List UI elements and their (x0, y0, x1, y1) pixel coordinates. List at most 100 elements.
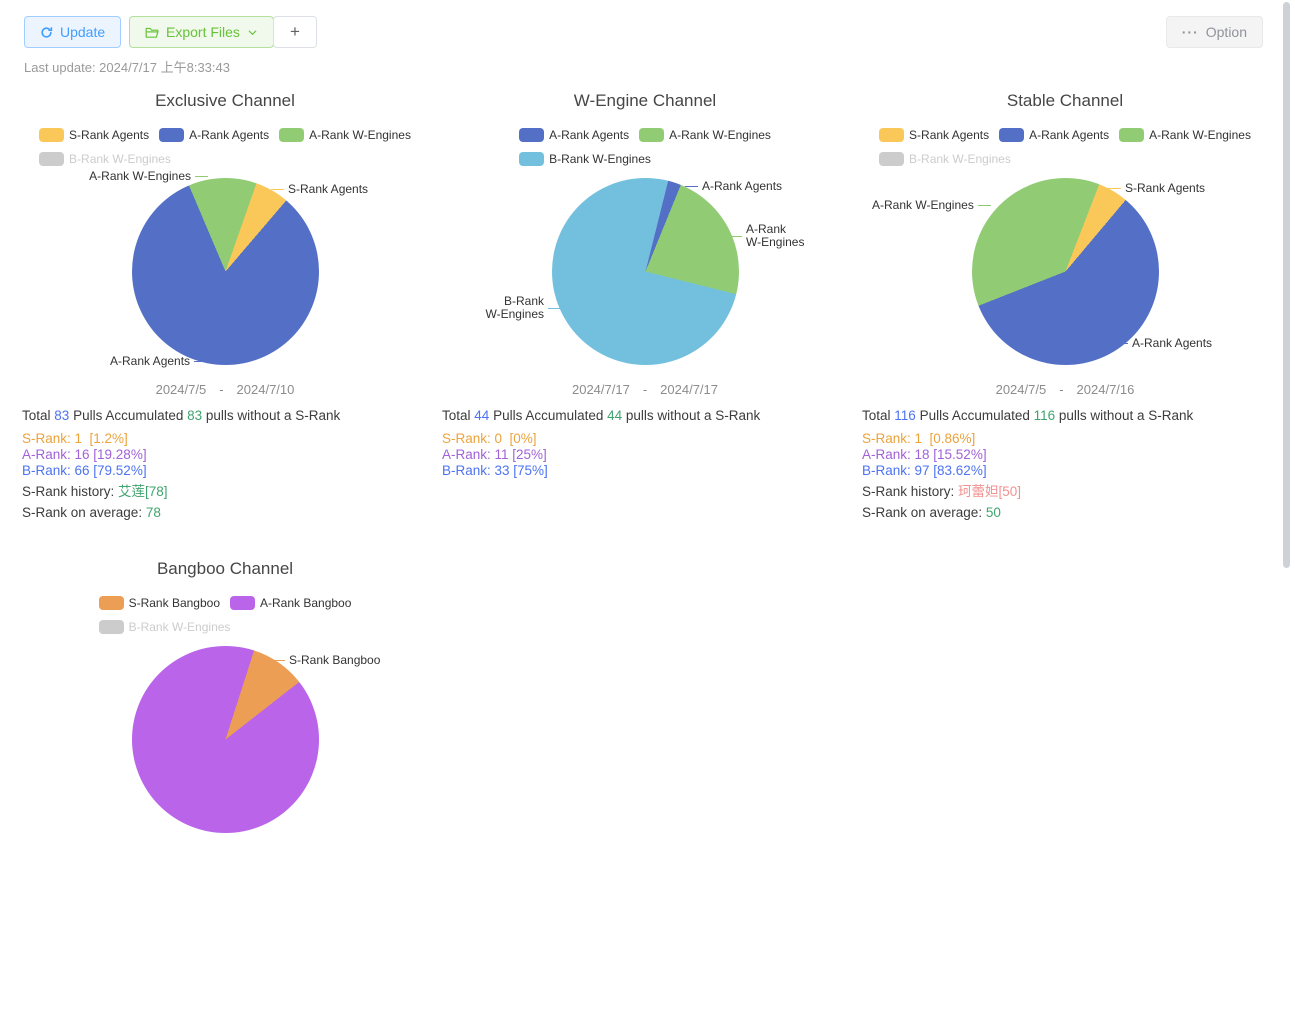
legend-label: B-Rank W-Engines (909, 152, 1011, 166)
legend-label: B-Rank W-Engines (69, 152, 171, 166)
legend-item-a-rank-w-engines[interactable]: A-Rank W-Engines (279, 128, 411, 142)
date-start: 2024/7/17 (571, 382, 630, 397)
total-pulls-value: 44 (474, 408, 490, 423)
legend-item-a-rank-w-engines[interactable]: A-Rank W-Engines (1119, 128, 1251, 142)
label-line (1115, 343, 1128, 344)
date-range: 2024/7/5-2024/7/16 (855, 382, 1275, 397)
legend-item-a-rank-agents[interactable]: A-Rank Agents (519, 128, 629, 142)
rank-stat-line: A-Rank: 11 [25%] (442, 447, 547, 462)
chart-legend: S-Rank Agents A-Rank Agents A-Rank W-Engin… (15, 123, 435, 171)
rank-stat-line: B-Rank: 66 [79.52%] (22, 463, 147, 478)
legend-item-b-rank-w-engines[interactable]: B-Rank W-Engines (519, 152, 651, 166)
legend-label: A-Rank Agents (1029, 128, 1110, 142)
date-end: 2024/7/10 (236, 382, 295, 397)
page: { "toolbar": { "update_label": "Update",… (15, 2, 1290, 833)
w-engine-channel-panel: W-Engine Channel A-Rank Agents A-Rank W-E… (435, 85, 855, 553)
chart-title: Exclusive Channel (155, 91, 295, 110)
pie-area: 2024/7/5-2024/7/16 A-Rank W-Engines S-Ran… (855, 170, 1275, 405)
legend-item-a-rank-bangboo[interactable]: A-Rank Bangboo (230, 596, 351, 610)
stable-channel-panel: Stable Channel S-Rank Agents A-Rank Agent… (855, 85, 1275, 553)
legend-item-s-rank-agents[interactable]: S-Rank Agents (879, 128, 989, 142)
date-range: 2024/7/5-2024/7/10 (15, 382, 435, 397)
legend-swatch (999, 128, 1025, 142)
legend-swatch (98, 596, 124, 610)
legend-row: B-Rank W-Engines (879, 147, 1251, 171)
legend-row: B-Rank W-Engines (519, 147, 771, 171)
legend-item-b-rank-w-engines[interactable]: B-Rank W-Engines (39, 152, 171, 166)
pie-label-text: S-Rank Agents (1125, 181, 1206, 195)
pie-label-a-rank-w-engines: A-Rank W-Engines (89, 170, 208, 183)
legend-item-a-rank-w-engines[interactable]: A-Rank W-Engines (639, 128, 771, 142)
pie-area: S-Rank Bangboo (15, 638, 435, 873)
plus-icon: + (290, 22, 300, 41)
label-line (1108, 188, 1121, 189)
pie-label-s-rank-agents: S-Rank Agents (1108, 182, 1205, 195)
refresh-icon (40, 26, 53, 39)
legend-swatch (879, 152, 905, 166)
legend-row: B-Rank W-Engines (39, 147, 411, 171)
legend-swatch (879, 128, 905, 142)
pull-stats: Total 116 Pulls Accumulated 116 pulls wi… (862, 405, 1273, 521)
chart-title: Stable Channel (1006, 91, 1124, 110)
pie-label-a-rank-w-engines: A-Rank W-Engines (872, 199, 991, 212)
label-line (195, 176, 208, 177)
accumulated-pulls-value: 44 (607, 408, 623, 423)
pie-label-a-rank-agents: A-Rank Agents (685, 180, 782, 193)
legend-item-a-rank-agents[interactable]: A-Rank Agents (159, 128, 269, 142)
add-tab-button[interactable]: + (273, 16, 317, 48)
legend-item-a-rank-agents[interactable]: A-Rank Agents (999, 128, 1109, 142)
total-pulls-value: 83 (54, 408, 70, 423)
pie-chart[interactable] (131, 646, 319, 833)
option-button[interactable]: ··· Option (1165, 16, 1263, 48)
chart-legend: S-Rank Agents A-Rank Agents A-Rank W-Engin… (855, 123, 1275, 171)
pie-label-text: A-Rank Agents (110, 354, 191, 368)
extra-stat-value: 50 (985, 505, 1001, 520)
pie-label-b-rank-w-engines: B-Rank W-Engines (486, 295, 561, 321)
legend-block: S-Rank Agents A-Rank Agents A-Rank W-Engin… (39, 123, 411, 171)
update-button[interactable]: Update (24, 16, 122, 48)
folder-icon (145, 26, 159, 39)
accumulated-pulls-value: 83 (187, 408, 203, 423)
chart-legend: A-Rank Agents A-Rank W-Engines B-Rank W-En… (435, 123, 855, 171)
ellipsis-icon: ··· (1181, 24, 1199, 40)
update-button-label: Update (60, 24, 106, 40)
legend-row: B-Rank W-Engines (98, 615, 352, 639)
legend-swatch (230, 596, 255, 610)
pie-area: 2024/7/17-2024/7/17 A-Rank Agents A-Rank W… (435, 170, 855, 405)
vertical-scrollbar-thumb[interactable] (1283, 2, 1290, 568)
extra-stat-label: S-Rank on average: (862, 505, 986, 520)
legend-label: B-Rank W-Engines (128, 620, 231, 634)
legend-block: A-Rank Agents A-Rank W-Engines B-Rank W-En… (519, 123, 771, 171)
legend-row: S-Rank Agents A-Rank Agents A-Rank W-Engin… (39, 123, 411, 147)
legend-label: A-Rank Bangboo (260, 596, 352, 610)
pie-label-text: S-Rank Agents (288, 182, 369, 196)
label-line (194, 361, 208, 362)
extra-stat-label: S-Rank on average: (22, 505, 146, 520)
chart-legend: S-Rank Bangboo A-Rank Bangboo B-Rank W-Eng… (15, 591, 435, 639)
date-start: 2024/7/5 (995, 382, 1047, 397)
legend-item-b-rank-w-engines[interactable]: B-Rank W-Engines (98, 620, 231, 634)
legend-label: A-Rank Agents (189, 128, 270, 142)
legend-label: A-Rank W-Engines (309, 128, 411, 142)
pie-label-text: B-Rank W-Engines (485, 294, 544, 321)
date-range: 2024/7/17-2024/7/17 (435, 382, 855, 397)
date-separator: - (642, 382, 648, 397)
date-separator: - (219, 382, 224, 397)
pie-chart[interactable] (131, 178, 319, 365)
legend-item-s-rank-bangboo[interactable]: S-Rank Bangboo (98, 596, 220, 610)
pie-chart[interactable] (551, 178, 739, 365)
rank-stat-line: B-Rank: 33 [75%] (442, 463, 548, 478)
export-files-button[interactable]: Export Files (129, 16, 274, 48)
label-line (977, 205, 991, 206)
option-button-label: Option (1205, 24, 1247, 40)
pie-label-s-rank-agents: S-Rank Agents (271, 183, 368, 196)
legend-block: S-Rank Agents A-Rank Agents A-Rank W-Engin… (879, 123, 1251, 171)
legend-item-s-rank-agents[interactable]: S-Rank Agents (39, 128, 149, 142)
rank-stat-line: S-Rank: 1 [0.86%] (862, 431, 976, 446)
pie-label-text: A-Rank W-Engines (746, 222, 805, 249)
total-line: Total 83 Pulls Accumulated 83 pulls with… (22, 408, 341, 423)
legend-label: B-Rank W-Engines (549, 152, 651, 166)
legend-item-b-rank-w-engines[interactable]: B-Rank W-Engines (879, 152, 1011, 166)
pie-chart[interactable] (971, 178, 1159, 365)
rank-stat-line: A-Rank: 16 [19.28%] (22, 447, 147, 462)
